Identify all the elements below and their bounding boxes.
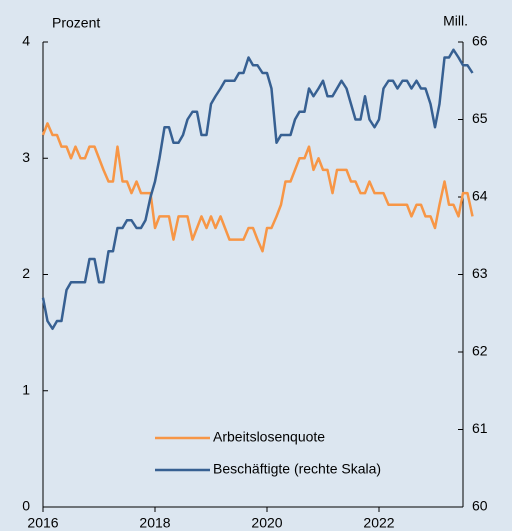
x-tick-label: 2022: [363, 515, 394, 531]
legend-label: Beschäftigte (rechte Skala): [213, 461, 381, 477]
y2-tick-label: 65: [472, 110, 488, 126]
y-tick-label: 0: [22, 498, 30, 514]
line-series: [41, 122, 474, 253]
y2-tick-label: 63: [472, 265, 488, 281]
legend-label: Arbeitslosenquote: [213, 429, 325, 445]
x-tick-label: 2018: [139, 515, 170, 531]
y-tick-label: 1: [22, 381, 30, 397]
y-axis-label: Prozent: [52, 15, 100, 31]
y2-tick-label: 66: [472, 33, 488, 49]
y-tick-label: 4: [22, 33, 30, 49]
y-tick-label: 2: [22, 265, 30, 281]
y2-tick-label: 62: [472, 343, 488, 359]
line-series: [41, 48, 474, 330]
y2-tick-label: 61: [472, 420, 488, 436]
x-tick-label: 2020: [251, 515, 282, 531]
y2-tick-label: 60: [472, 498, 488, 514]
y-tick-label: 3: [22, 149, 30, 165]
y2-tick-label: 64: [472, 188, 488, 204]
y2-axis-label: Mill.: [443, 13, 468, 29]
x-tick-label: 2016: [27, 515, 58, 531]
